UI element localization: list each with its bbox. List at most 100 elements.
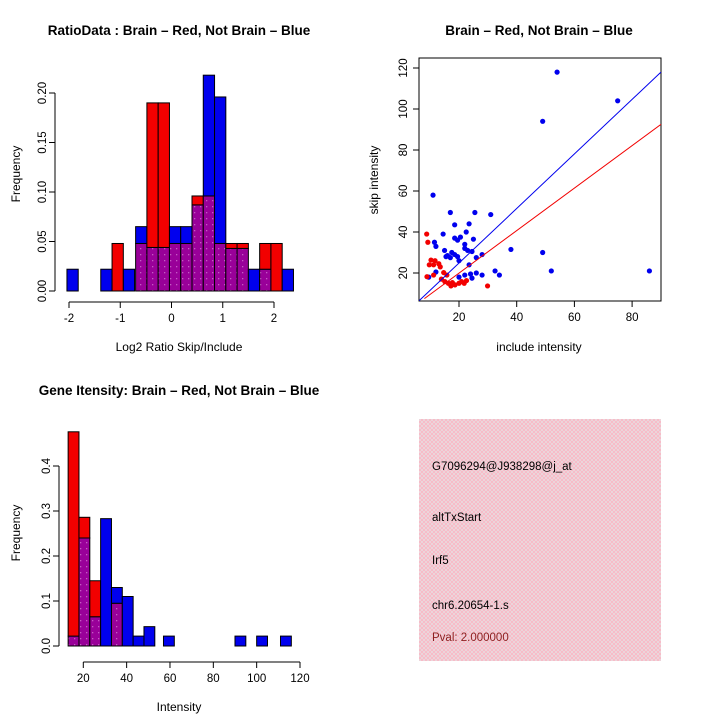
ratio-histogram-plot: 0.00 0.05 0.10 0.15 0.20 -2 -1 0 1 2 bbox=[37, 74, 294, 325]
scatter-point-blue bbox=[540, 249, 546, 256]
scatter-point-red bbox=[428, 257, 434, 263]
y-tick-label: 0.15 bbox=[37, 131, 49, 153]
histogram-bar-blue bbox=[122, 268, 136, 292]
histogram-bar-red bbox=[111, 242, 124, 292]
scatter-point-blue bbox=[488, 211, 494, 218]
y-tick-label: 0.00 bbox=[37, 280, 49, 302]
histogram-bar-blue bbox=[110, 587, 123, 604]
histogram-bar-blue bbox=[234, 635, 247, 647]
histogram-bar-red bbox=[236, 242, 249, 249]
y-tick-label: 0.4 bbox=[41, 457, 53, 474]
scatter-point-blue bbox=[465, 247, 471, 254]
ratio-histogram-title: RatioData : Brain – Red, Not Brain – Blu… bbox=[47, 23, 311, 38]
y-tick-label: 40 bbox=[398, 226, 410, 239]
scatter-point-red bbox=[452, 282, 458, 288]
scatter-point-blue bbox=[540, 118, 546, 124]
y-tick-label: 0.05 bbox=[37, 230, 49, 252]
scatter-point-blue bbox=[441, 247, 448, 254]
histogram-bar-blue bbox=[135, 226, 148, 244]
histogram-bar-overlap bbox=[191, 204, 204, 292]
histogram-bar-overlap bbox=[180, 242, 193, 292]
scatter-point-blue bbox=[469, 275, 475, 281]
x-tick-label: 2 bbox=[271, 313, 277, 325]
pval-text: Pval: 2.000000 bbox=[432, 632, 509, 644]
histogram-bar-blue bbox=[279, 635, 292, 647]
histogram-bar-overlap bbox=[236, 247, 249, 292]
histogram-bar-overlap bbox=[168, 242, 182, 292]
gene-intensity-histogram-ylabel: Frequency bbox=[9, 504, 23, 562]
panel-gene-info: G7096294@J938298@j_at altTxStart Irf5 ch… bbox=[360, 360, 720, 720]
scatter-point-blue bbox=[473, 270, 479, 276]
histogram-bar-blue bbox=[247, 268, 261, 292]
scatter-point-red bbox=[431, 272, 437, 278]
x-tick-label: 80 bbox=[207, 673, 220, 685]
regression-line-red bbox=[424, 123, 662, 300]
y-tick-label: 60 bbox=[398, 185, 410, 198]
x-tick-label: 20 bbox=[453, 312, 466, 324]
x-tick-label: 60 bbox=[568, 312, 581, 324]
scatter-point-blue bbox=[479, 251, 485, 258]
scatter-point-blue bbox=[472, 209, 478, 216]
histogram-bar-blue bbox=[202, 74, 216, 197]
histogram-bar-overlap bbox=[78, 537, 91, 647]
y-tick-label: 0.0 bbox=[41, 638, 53, 654]
scatter-point-red bbox=[484, 283, 491, 289]
scatter-point-blue bbox=[431, 239, 438, 245]
scatter-point-blue bbox=[470, 236, 477, 242]
histogram-bar-blue bbox=[168, 226, 182, 244]
scatter-point-blue bbox=[454, 237, 461, 243]
x-tick-label: 120 bbox=[290, 673, 309, 685]
histogram-bar-blue bbox=[256, 635, 268, 647]
y-tick-label: 0.2 bbox=[41, 548, 53, 564]
scatter-point-red bbox=[424, 274, 430, 280]
scatter-point-blue bbox=[615, 98, 621, 104]
y-tick-label: 0.3 bbox=[41, 503, 53, 519]
intensity-scatter-title: Brain – Red, Not Brain – Blue bbox=[445, 23, 633, 38]
scatter-point-blue bbox=[479, 272, 485, 278]
scatter-point-blue bbox=[467, 271, 474, 277]
histogram-bar-red bbox=[270, 242, 283, 292]
panel-ratio-histogram: 0.00 0.05 0.10 0.15 0.20 -2 -1 0 1 2 RatioData : … bbox=[0, 0, 360, 360]
y-tick-label: 0.10 bbox=[37, 181, 49, 203]
panel-gene-intensity-histogram: 0.0 0.1 0.2 0.3 0.4 20 40 60 80 100 120 Gene Itens… bbox=[0, 360, 360, 720]
histogram-bar-red bbox=[89, 580, 102, 618]
histogram-bar-blue bbox=[281, 268, 294, 292]
histogram-bar-blue bbox=[143, 626, 156, 647]
x-tick-label: 20 bbox=[77, 673, 90, 685]
scatter-point-blue bbox=[462, 241, 468, 247]
histogram-bar-red bbox=[259, 242, 272, 270]
histogram-bar-overlap bbox=[157, 246, 170, 292]
y-tick-label: 0.20 bbox=[37, 82, 49, 104]
histogram-bar-red bbox=[191, 195, 204, 206]
scatter-point-red bbox=[432, 258, 438, 264]
gene-info-box: G7096294@J938298@j_at altTxStart Irf5 ch… bbox=[419, 419, 661, 661]
intensity-scatter-plot: 20 40 60 80 100 120 20 40 60 80 bbox=[398, 57, 662, 324]
y-tick-label: 0.1 bbox=[41, 593, 53, 609]
histogram-bar-red bbox=[67, 431, 80, 637]
scatter-point-blue bbox=[646, 268, 653, 274]
scatter-point-blue bbox=[440, 231, 446, 237]
scatter-point-red bbox=[437, 264, 443, 270]
histogram-bar-overlap bbox=[259, 268, 272, 292]
scatter-point-blue bbox=[430, 192, 436, 198]
intensity-scatter-xlabel: include intensity bbox=[496, 340, 582, 354]
histogram-bar-blue bbox=[121, 596, 134, 647]
locus-text: chr6.20654-1.s bbox=[432, 600, 509, 612]
y-tick-label: 100 bbox=[398, 99, 410, 118]
scatter-point-red bbox=[448, 283, 454, 289]
event-type-text: altTxStart bbox=[432, 512, 482, 524]
x-tick-label: 40 bbox=[510, 312, 523, 324]
histogram-bar-overlap bbox=[135, 242, 148, 292]
histogram-bar-overlap bbox=[214, 242, 227, 292]
histogram-bar-overlap bbox=[225, 247, 238, 292]
x-tick-label: -2 bbox=[64, 313, 74, 325]
scatter-point-blue bbox=[492, 268, 498, 274]
scatter-point-blue bbox=[447, 209, 453, 216]
intensity-scatter-ylabel: skip intensity bbox=[367, 145, 381, 215]
scatter-point-blue bbox=[554, 69, 560, 75]
scatter-point-blue bbox=[496, 272, 502, 278]
histogram-bar-overlap bbox=[67, 635, 80, 647]
x-tick-label: 100 bbox=[247, 673, 266, 685]
scatter-point-blue bbox=[463, 229, 469, 235]
